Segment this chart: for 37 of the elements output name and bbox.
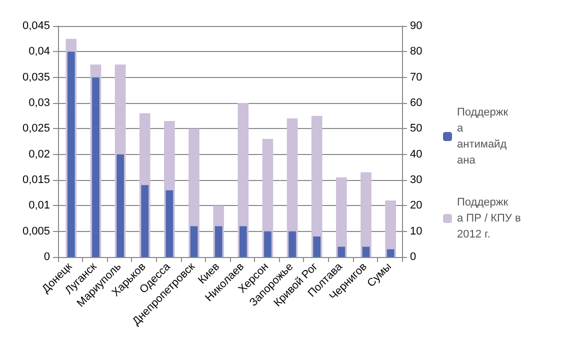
text: 0 <box>44 251 50 263</box>
y2-tick-label: 50 <box>410 122 422 135</box>
legend-label: Поддержка антимайдана <box>457 106 508 166</box>
bar <box>214 226 222 257</box>
y2-tick-label: 60 <box>410 97 422 109</box>
y2-tick-label: 0 <box>410 251 416 263</box>
y-tick-label: 0,04 <box>28 46 50 58</box>
y-tick-label: 0,02 <box>28 148 50 160</box>
y-tick-label: 0,01 <box>28 200 50 212</box>
bar <box>385 200 396 257</box>
bar <box>141 185 149 257</box>
bar <box>338 246 346 257</box>
bar <box>336 177 347 257</box>
bar <box>166 190 174 257</box>
y-tick-label: 0,025 <box>22 122 50 135</box>
y2-tick-label: 80 <box>410 46 422 58</box>
bar <box>362 246 370 257</box>
bar <box>386 249 394 257</box>
bar <box>288 231 296 257</box>
bar <box>190 226 198 257</box>
y-tick-label: 0,03 <box>28 97 50 109</box>
y2-tick-label: 20 <box>410 200 422 212</box>
y2-tick-label: 40 <box>410 148 422 160</box>
y2-tick-label: 70 <box>410 71 422 84</box>
y2-tick-label: 90 <box>410 20 422 32</box>
y-tick-label: 0,035 <box>22 71 50 84</box>
bar <box>360 172 372 257</box>
bar <box>313 236 321 257</box>
y2-tick-label: 30 <box>410 174 422 186</box>
legend-label: Поддержка ПР / КПУ в 2012 г. <box>457 196 524 240</box>
bar <box>264 231 272 257</box>
y-tick-label: 0,005 <box>22 225 50 238</box>
y-tick-label: 0,015 <box>22 174 50 186</box>
bar <box>239 226 247 257</box>
y-tick-label: 0,045 <box>22 20 50 32</box>
bar <box>116 154 124 257</box>
y2-tick-label: 10 <box>410 225 422 238</box>
